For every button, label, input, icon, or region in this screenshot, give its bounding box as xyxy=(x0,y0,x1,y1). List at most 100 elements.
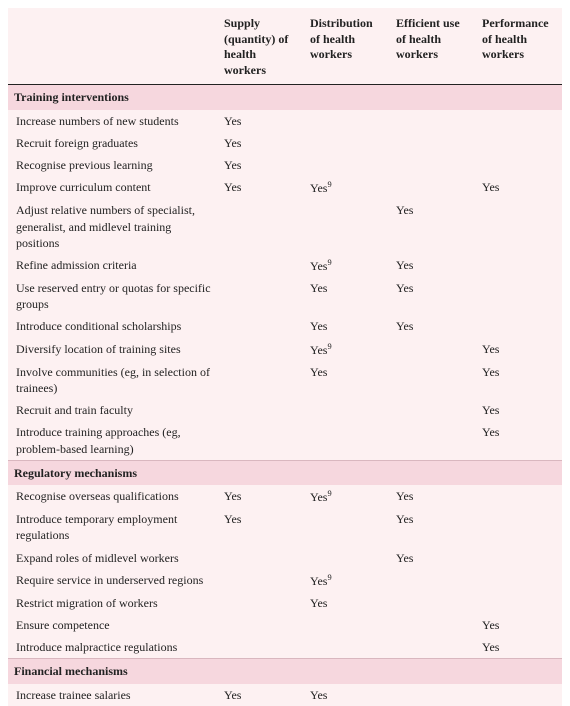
row-label: Introduce training approaches (eg, probl… xyxy=(8,421,218,460)
cell-value xyxy=(476,154,562,176)
cell-value xyxy=(218,636,304,659)
row-label: Recognise previous learning xyxy=(8,154,218,176)
cell-value xyxy=(218,614,304,636)
row-label: Restrict migration of workers xyxy=(8,592,218,614)
cell-value xyxy=(218,421,304,460)
table-row: Involve communities (eg, in selection of… xyxy=(8,361,562,399)
cell-value xyxy=(304,614,390,636)
cell-value: Yes xyxy=(304,592,390,614)
cell-value: Yes xyxy=(304,277,390,315)
cell-value: Yes xyxy=(304,684,390,706)
cell-value: Yes xyxy=(218,132,304,154)
cell-value: Yes xyxy=(476,361,562,399)
table-row: Diversify location of training sites Yes 9… xyxy=(8,338,562,361)
cell-value xyxy=(218,315,304,337)
superscript: 9 xyxy=(327,489,331,498)
cell-value xyxy=(390,132,476,154)
cell-value xyxy=(304,199,390,254)
cell-value xyxy=(390,154,476,176)
cell-value: Yes xyxy=(390,254,476,277)
table-row: Expand roles of midlevel workersYes xyxy=(8,547,562,569)
superscript: 9 xyxy=(327,258,331,267)
cell-value xyxy=(390,399,476,421)
table-row: Introduce conditional scholarshipsYesYes xyxy=(8,315,562,337)
table-row: Ensure competenceYes xyxy=(8,614,562,636)
cell-value: Yes xyxy=(390,199,476,254)
superscript: 9 xyxy=(327,342,331,351)
cell-value: Yes xyxy=(218,485,304,508)
table-row: Recruit and train facultyYes xyxy=(8,399,562,421)
row-label: Refine admission criteria xyxy=(8,254,218,277)
cell-value xyxy=(304,508,390,546)
cell-value: Yes xyxy=(390,547,476,569)
cell-value xyxy=(476,547,562,569)
cell-value xyxy=(218,592,304,614)
row-label: Diversify location of training sites xyxy=(8,338,218,361)
table-row: Recognise overseas qualificationsYesYes9… xyxy=(8,485,562,508)
section-title: Financial mechanisms xyxy=(8,659,562,684)
table-body: Training interventionsIncrease numbers o… xyxy=(8,85,562,706)
row-label: Introduce temporary employment regulatio… xyxy=(8,508,218,546)
cell-value xyxy=(476,254,562,277)
cell-value xyxy=(476,592,562,614)
section-title: Regulatory mechanisms xyxy=(8,460,562,485)
cell-value: Yes xyxy=(218,176,304,199)
cell-value xyxy=(218,569,304,592)
cell-value xyxy=(218,254,304,277)
cell-value: Yes xyxy=(390,485,476,508)
table-row: Adjust relative numbers of specialist, g… xyxy=(8,199,562,254)
section-row: Regulatory mechanisms xyxy=(8,460,562,485)
table-row: Restrict migration of workers Yes xyxy=(8,592,562,614)
cell-value: Yes xyxy=(390,508,476,546)
row-label: Ensure competence xyxy=(8,614,218,636)
cell-value xyxy=(476,132,562,154)
cell-value: Yes9 xyxy=(304,485,390,508)
cell-value xyxy=(304,399,390,421)
cell-value: Yes xyxy=(304,361,390,399)
cell-value xyxy=(304,421,390,460)
cell-value: Yes xyxy=(476,338,562,361)
cell-value: Yes9 xyxy=(304,569,390,592)
row-label: Adjust relative numbers of specialist, g… xyxy=(8,199,218,254)
interventions-table: Supply (quantity) of health workers Dist… xyxy=(8,8,562,706)
header-row: Supply (quantity) of health workers Dist… xyxy=(8,8,562,85)
row-label: Increase trainee salaries xyxy=(8,684,218,706)
superscript: 9 xyxy=(327,573,331,582)
cell-value: Yes xyxy=(476,421,562,460)
cell-value xyxy=(390,684,476,706)
cell-value xyxy=(476,508,562,546)
cell-value xyxy=(476,277,562,315)
cell-value xyxy=(218,277,304,315)
row-label: Use reserved entry or quotas for specifi… xyxy=(8,277,218,315)
table-row: Use reserved entry or quotas for specifi… xyxy=(8,277,562,315)
row-label: Improve curriculum content xyxy=(8,176,218,199)
cell-value xyxy=(476,684,562,706)
row-label: Recruit and train faculty xyxy=(8,399,218,421)
cell-value xyxy=(476,485,562,508)
table-row: Refine admission criteriaYes9Yes xyxy=(8,254,562,277)
row-label: Introduce conditional scholarships xyxy=(8,315,218,337)
superscript: 9 xyxy=(327,180,331,189)
section-row: Financial mechanisms xyxy=(8,659,562,684)
table-row: Introduce training approaches (eg, probl… xyxy=(8,421,562,460)
row-label: Recruit foreign graduates xyxy=(8,132,218,154)
header-efficient: Efficient use of health workers xyxy=(390,8,476,85)
section-row: Training interventions xyxy=(8,85,562,110)
table-header: Supply (quantity) of health workers Dist… xyxy=(8,8,562,85)
row-label: Recognise overseas qualifications xyxy=(8,485,218,508)
row-label: Introduce malpractice regulations xyxy=(8,636,218,659)
table-row: Require service in underserved regionsYe… xyxy=(8,569,562,592)
table-row: Recruit foreign graduatesYes xyxy=(8,132,562,154)
header-blank xyxy=(8,8,218,85)
cell-value xyxy=(390,110,476,132)
cell-value: Yes xyxy=(476,176,562,199)
cell-value: Yes xyxy=(218,110,304,132)
cell-value: Yes9 xyxy=(304,176,390,199)
cell-value: Yes xyxy=(218,684,304,706)
header-distribution: Distribution of health workers xyxy=(304,8,390,85)
cell-value: Yes xyxy=(476,636,562,659)
cell-value: Yes xyxy=(390,315,476,337)
cell-value xyxy=(476,315,562,337)
cell-value xyxy=(304,154,390,176)
cell-value: Yes xyxy=(218,154,304,176)
